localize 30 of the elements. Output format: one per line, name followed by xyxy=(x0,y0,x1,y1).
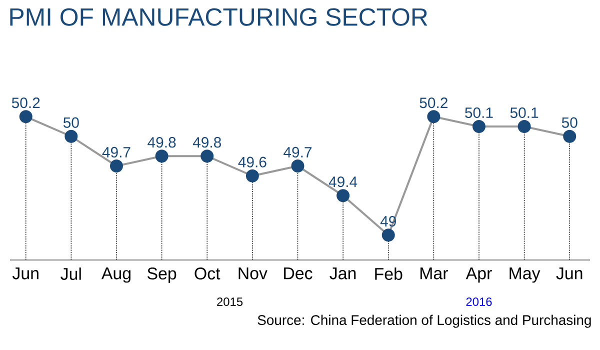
x-tick-label: Apr xyxy=(466,268,492,283)
x-tick-label: Dec xyxy=(284,268,312,280)
x-tick-label: Jul xyxy=(60,268,81,280)
data-label: 49.4 xyxy=(328,176,358,188)
x-tick-label: Jun xyxy=(556,268,582,280)
text: 2015 xyxy=(217,298,243,306)
x-tick-label: Mar xyxy=(420,268,448,280)
x-tick-label: Sep xyxy=(148,268,176,283)
data-label: 49 xyxy=(380,216,396,227)
data-label: 50.2 xyxy=(12,98,40,108)
data-label: 49.8 xyxy=(148,137,176,148)
text: 2016 xyxy=(466,298,492,306)
x-tick-label: Oct xyxy=(194,268,220,280)
source-note: Source: China Federation of Logistics and Purchasing xyxy=(258,314,591,328)
x-tick-label: Jan xyxy=(330,268,356,280)
data-label: 49.7 xyxy=(102,146,130,158)
data-label: 50.1 xyxy=(510,107,538,118)
data-label: 49.8 xyxy=(192,137,221,148)
data-label: 49.6 xyxy=(238,156,266,168)
data-label: 50 xyxy=(63,117,79,128)
chart-title: PMI OF MANUFACTURING SECTOR xyxy=(10,8,428,26)
data-label: 50 xyxy=(562,117,578,128)
data-label: 50.1 xyxy=(465,107,493,118)
data-label: 50.2 xyxy=(420,98,448,108)
x-tick-label: Aug xyxy=(101,268,130,283)
x-tick-label: Feb xyxy=(375,268,402,280)
x-tick-label: May xyxy=(510,268,540,283)
x-tick-label: Jun xyxy=(12,268,38,280)
x-tick-label: Nov xyxy=(238,268,268,280)
data-label: 49.7 xyxy=(284,146,312,158)
